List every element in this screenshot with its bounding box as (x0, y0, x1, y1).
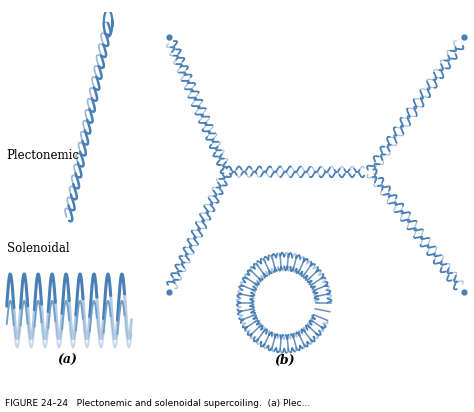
Text: (b): (b) (274, 354, 294, 367)
Text: Plectonemic: Plectonemic (7, 149, 80, 162)
Text: (a): (a) (58, 354, 77, 367)
Text: Solenoidal: Solenoidal (7, 242, 69, 255)
Text: FIGURE 24–24   Plectonemic and solenoidal supercoiling.  (a) Plec...: FIGURE 24–24 Plectonemic and solenoidal … (5, 399, 310, 408)
